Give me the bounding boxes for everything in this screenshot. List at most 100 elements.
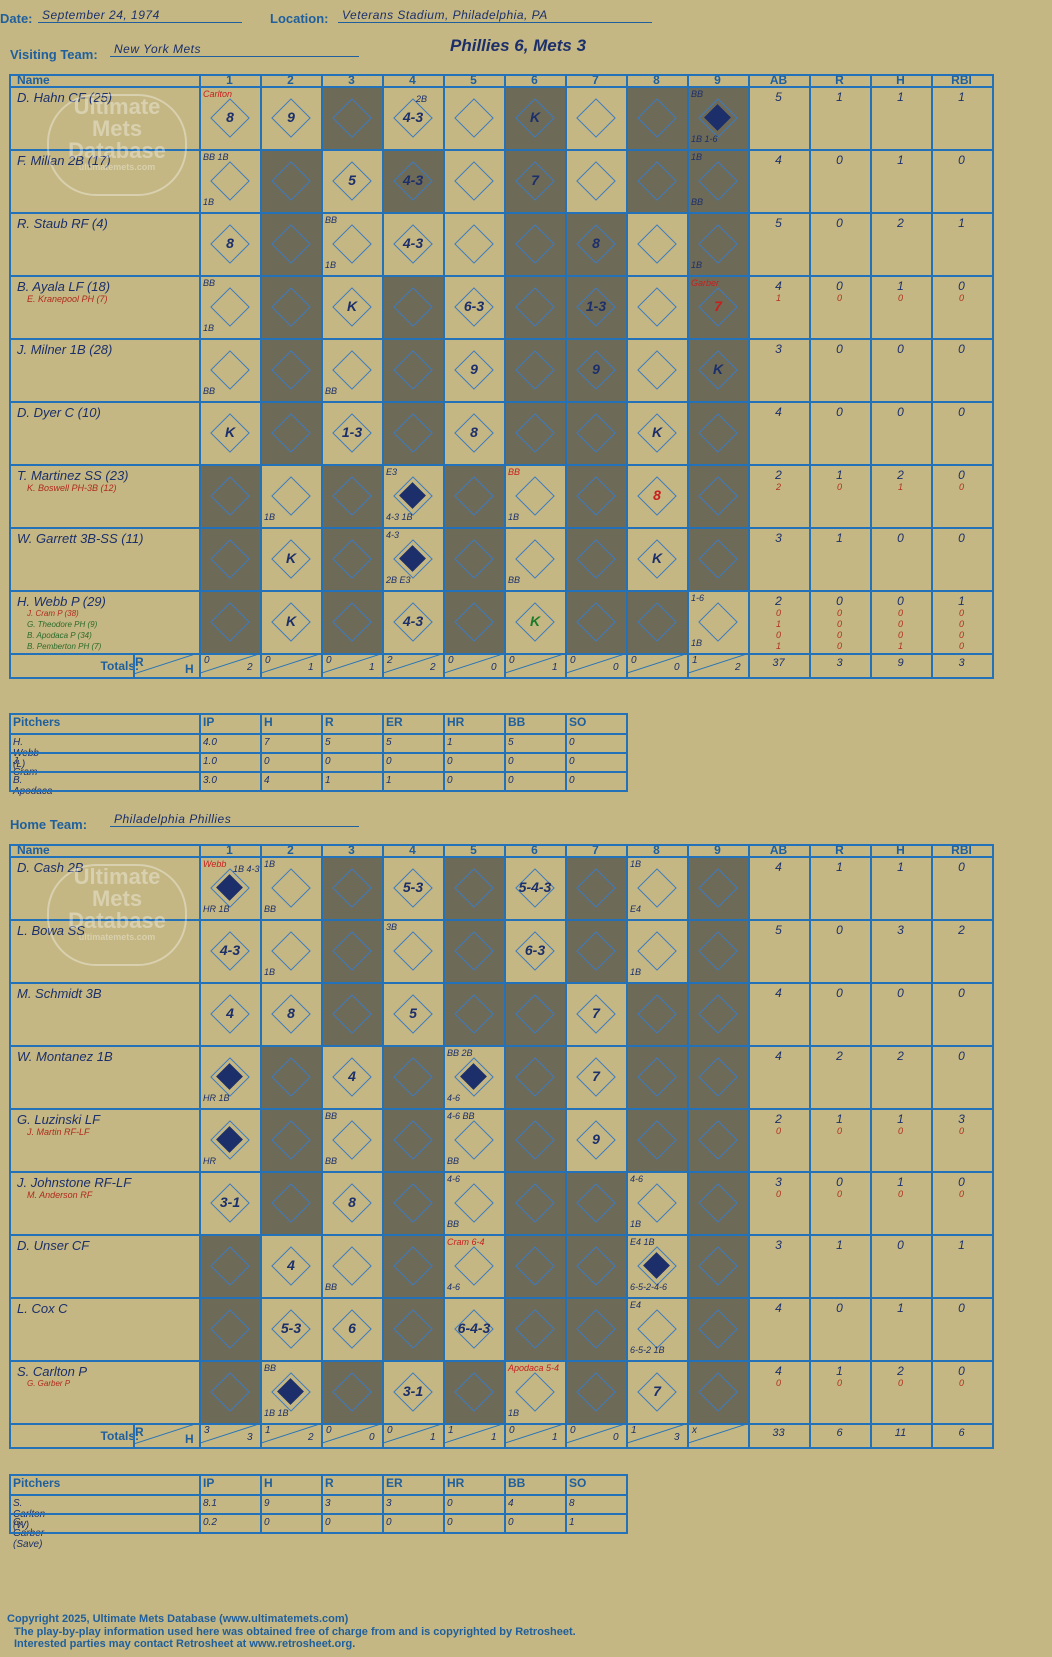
player-r: 0 xyxy=(836,482,842,492)
player-r: 1 xyxy=(836,1112,843,1126)
pitcher-ip: 4.0 xyxy=(203,737,217,748)
inning-hits: 0 xyxy=(491,662,497,673)
grid-line xyxy=(9,919,992,921)
watermark-url: ultimatemets.com xyxy=(78,932,156,942)
player-r: 0 xyxy=(836,293,842,303)
player-r: 0 xyxy=(836,594,843,608)
grid-line xyxy=(321,713,323,792)
inning-shade xyxy=(382,401,443,464)
inning-shade xyxy=(565,590,626,653)
player-r: 0 xyxy=(836,641,842,651)
inning-runs: 0 xyxy=(631,655,637,666)
grid-line xyxy=(443,844,445,1449)
inning-runs: 0 xyxy=(204,655,210,666)
base-diamond xyxy=(210,350,250,390)
player-r: 0 xyxy=(836,1301,843,1315)
player-rbi: 0 xyxy=(958,608,964,618)
inning-shade xyxy=(626,1108,687,1171)
play-note: BB xyxy=(508,467,521,477)
play-note: 4-6 BB xyxy=(447,1111,475,1121)
player-ab: 2 xyxy=(775,1112,782,1126)
player-name: W. Montanez 1B xyxy=(17,1049,113,1064)
play-result: 5 xyxy=(348,172,356,188)
play-result: 9 xyxy=(592,361,600,377)
play-note: 4-6 xyxy=(447,1282,461,1292)
play-result: 8 xyxy=(470,424,478,440)
inning-shade xyxy=(260,149,321,212)
pitcher-er: 1 xyxy=(386,775,392,786)
grid-line xyxy=(687,844,689,1449)
pitcher-bb: 0 xyxy=(508,1517,514,1528)
grid-line xyxy=(504,1474,506,1534)
pitcher-column-header: H xyxy=(264,715,273,729)
pitcher-so: 0 xyxy=(569,775,575,786)
player-h: 0 xyxy=(897,986,904,1000)
stat-header: RBI xyxy=(951,843,972,857)
pitcher-column-header: Pitchers xyxy=(13,715,61,729)
player-h: 1 xyxy=(897,90,904,104)
inning-shade xyxy=(199,590,260,653)
play-result: 8 xyxy=(348,1194,356,1210)
play-result: 9 xyxy=(470,361,478,377)
grid-line xyxy=(565,74,567,679)
player-rbi: 1 xyxy=(958,216,965,230)
inning-header: 1 xyxy=(226,843,233,857)
play-note: BB xyxy=(203,278,216,288)
grid-line xyxy=(748,844,750,1449)
inning-shade xyxy=(687,856,748,919)
inning-runs: 2 xyxy=(387,655,393,666)
player-h: 0 xyxy=(897,1238,904,1252)
inning-shade xyxy=(321,982,382,1045)
player-ab: 2 xyxy=(775,482,781,492)
player-rbi: 0 xyxy=(958,342,965,356)
play-result: 7 xyxy=(592,1068,600,1084)
inning-shade xyxy=(687,149,748,212)
play-note: Cram 6-4 xyxy=(447,1237,485,1247)
inning-runs: x xyxy=(692,1425,697,1436)
pitcher-column-header: R xyxy=(325,715,334,729)
inning-runs: 0 xyxy=(387,1425,393,1436)
base-diamond xyxy=(332,1120,372,1160)
player-rbi: 0 xyxy=(958,641,964,651)
pitcher-h: 9 xyxy=(264,1498,270,1509)
totals-h-label: H xyxy=(185,1432,194,1446)
site-watermark-logo: Ultimate Mets Database ultimatemets.com xyxy=(47,864,187,966)
player-h: 1 xyxy=(897,860,904,874)
player-rbi: 0 xyxy=(958,279,965,293)
inning-shade xyxy=(199,1297,260,1360)
grid-line xyxy=(9,844,11,1449)
play-note: BB xyxy=(325,1156,338,1166)
pitcher-so: 0 xyxy=(569,756,575,767)
inning-header: 8 xyxy=(653,843,660,857)
player-r: 0 xyxy=(836,923,843,937)
inning-shade xyxy=(199,1234,260,1297)
player-h: 0 xyxy=(897,1126,903,1136)
inning-header: 9 xyxy=(714,73,721,87)
play-note: BB xyxy=(203,386,216,396)
inning-runs: 1 xyxy=(692,655,698,666)
grid-line xyxy=(9,1447,992,1449)
player-rbi: 0 xyxy=(958,1378,964,1388)
play-result: 4 xyxy=(226,1005,234,1021)
player-ab: 4 xyxy=(775,405,782,419)
inning-header: 6 xyxy=(531,73,538,87)
substitute-name: B. Pemberton PH (7) xyxy=(27,642,102,651)
inning-header: 9 xyxy=(714,843,721,857)
substitute-name: E. Kranepool PH (7) xyxy=(27,294,108,304)
base-diamond xyxy=(332,1246,372,1286)
player-ab: 4 xyxy=(775,860,782,874)
inning-shade xyxy=(260,275,321,338)
inning-shade xyxy=(687,919,748,982)
pitcher-so: 1 xyxy=(569,1517,575,1528)
play-note: BB xyxy=(264,904,277,914)
visiting-team-name: New York Mets xyxy=(110,42,359,57)
pitcher-h: 4 xyxy=(264,775,270,786)
inning-header: 8 xyxy=(653,73,660,87)
visiting-team-label: Visiting Team: xyxy=(10,47,98,62)
pitcher-column-header: ER xyxy=(386,715,403,729)
play-note: HR 1B xyxy=(203,1093,230,1103)
inning-shade xyxy=(260,1108,321,1171)
player-rbi: 0 xyxy=(958,531,965,545)
inning-header: 3 xyxy=(348,73,355,87)
grid-line xyxy=(9,1108,992,1110)
